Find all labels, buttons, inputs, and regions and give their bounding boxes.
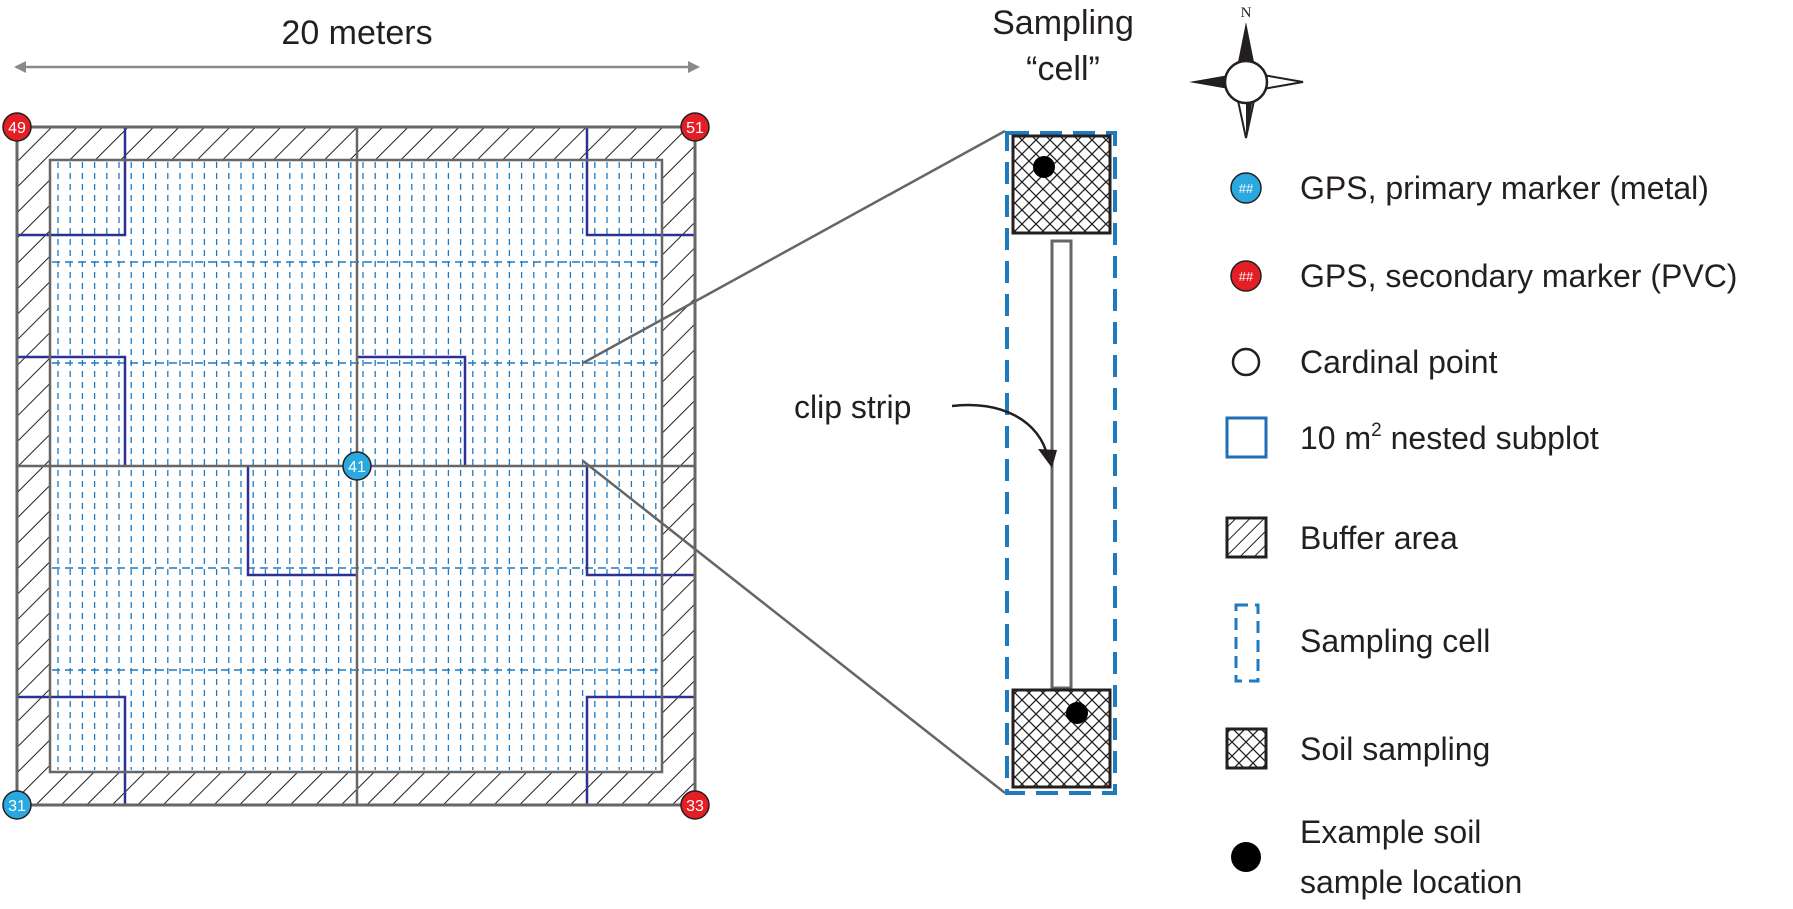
zoom-line-bottom [582,460,1006,794]
clip-strip-pointer [951,403,1050,459]
legend-label-line2: sample location [1300,864,1522,900]
gps-marker-top-left: 49 [2,112,32,142]
legend-label-sup: 2 [1371,420,1382,441]
legend-item-gps-secondary: ## GPS, secondary marker (PVC) [1230,258,1737,294]
clip-strip-arrowhead [1038,449,1057,468]
gps-marker-bottom-right: 33 [680,790,710,820]
sampling-cell-icon [1234,603,1260,683]
legend-label: GPS, primary marker (metal) [1300,170,1709,206]
legend-item-cardinal-point: Cardinal point [1231,344,1498,380]
legend-label: Cardinal point [1300,344,1498,380]
nested-subplot-bottom-right [585,695,695,805]
blue-gps-marker-icon [1230,172,1262,204]
legend-label: 10 m2 nested subplot [1300,420,1599,456]
legend-label: Soil sampling [1300,731,1490,767]
buffer-area-icon [1225,516,1268,559]
legend-item-buffer-area: Buffer area [1225,516,1458,559]
marker-label: 31 [8,798,26,815]
soil-sampling-box-top [1011,134,1112,235]
marker-label: 49 [8,120,26,137]
compass-north-label: N [1241,5,1252,21]
legend-marker-symbol: ## [1239,269,1254,284]
soil-sample-location-bottom [1066,702,1088,724]
nested-subplots [17,127,695,805]
legend-label: Buffer area [1300,520,1458,556]
legend-item-nested-subplot: 10 m2 nested subplot [1225,416,1599,459]
plot-width-dimension: 20 meters [14,14,700,73]
clip-strip-label: clip strip [794,389,911,425]
nested-subplot-top-right [585,127,695,237]
gps-marker-top-right: 51 [680,112,710,142]
legend-marker-symbol: ## [1239,181,1254,196]
nested-subplot-lower-right [585,466,695,577]
plot: 49 51 31 33 41 [2,112,710,820]
cell-title-line1: Sampling [992,4,1134,42]
nested-subplot-bottom-left [17,695,127,805]
north-compass-icon: N [1189,5,1304,139]
legend-label-prefix: 10 m [1300,420,1371,456]
legend-item-soil-sampling: Soil sampling [1225,727,1490,770]
clip-strip [1050,239,1073,690]
nested-subplot-mid-center [357,355,467,466]
zoom-line-top [582,129,1006,365]
legend-label-line1: Example soil [1300,814,1481,850]
nested-subplot-lower-center [246,466,357,577]
gps-marker-bottom-left: 31 [2,790,32,820]
sampling-cell-detail: Sampling “cell” clip strip [794,4,1134,795]
marker-label: 51 [686,120,704,137]
width-label: 20 meters [281,14,432,52]
soil-sample-location-icon [1231,842,1261,872]
cell-title-line2: “cell” [1026,50,1100,88]
red-gps-marker-icon [1230,260,1262,292]
legend-label: GPS, secondary marker (PVC) [1300,258,1737,294]
cardinal-point-icon [1231,347,1261,377]
nested-subplot-icon [1225,416,1268,459]
soil-sample-location-top [1033,156,1055,178]
nested-subplot-top-left [17,127,127,237]
zoom-connector-lines [582,129,1006,794]
gps-marker-center: 41 [342,451,372,481]
legend-item-sampling-cell: Sampling cell [1234,603,1490,683]
legend-label-suffix: nested subplot [1382,420,1599,456]
legend-item-gps-primary: ## GPS, primary marker (metal) [1230,170,1709,206]
marker-label: 33 [686,798,704,815]
legend-item-soil-sample-location: Example soil sample location [1231,814,1522,900]
legend: ## GPS, primary marker (metal) ## GPS, s… [1225,170,1737,900]
legend-label: Sampling cell [1300,623,1490,659]
nested-subplot-mid-left [17,355,127,466]
marker-label: 41 [348,459,366,476]
soil-sampling-icon [1225,727,1268,770]
soil-sampling-box-bottom [1011,688,1112,789]
